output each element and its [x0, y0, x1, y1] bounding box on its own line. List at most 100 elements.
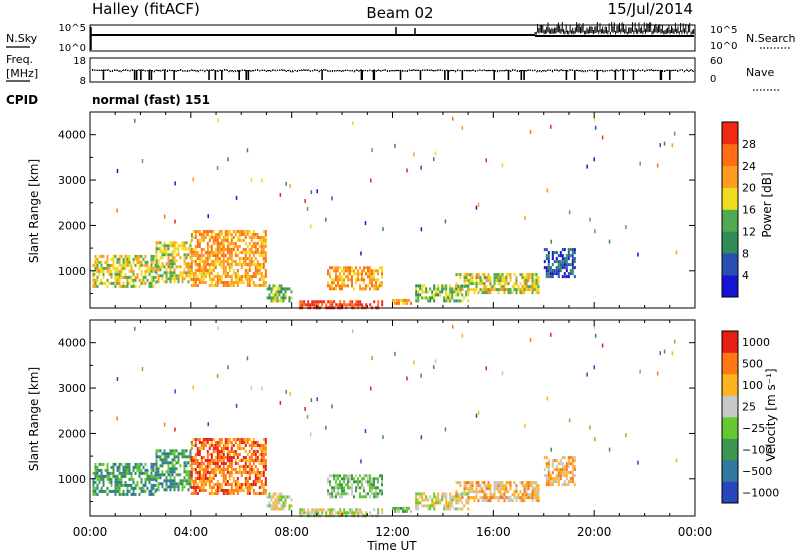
vel-data-cell [234, 489, 237, 492]
freq-point [103, 69, 105, 71]
vel-data-cell [214, 471, 217, 474]
vel-data-cell [461, 492, 464, 496]
power-data-cell [134, 275, 137, 279]
power-data-cell [531, 291, 534, 295]
power-data-cell [367, 275, 369, 279]
freq-point [503, 70, 505, 72]
vel-data-cell [282, 504, 285, 508]
power-data-cell [183, 256, 186, 260]
freq-point [406, 70, 408, 72]
vel-data-cell [242, 459, 245, 462]
power-data-cell [535, 276, 538, 280]
vel-data-cell [236, 438, 239, 441]
power-data-cell [92, 269, 95, 273]
vel-data-cell [208, 453, 211, 456]
vel-data-cell [224, 489, 227, 492]
power-data-cell [183, 262, 186, 266]
vel-data-cell [555, 477, 558, 481]
power-data-cell [177, 247, 180, 251]
power-data-cell [118, 254, 121, 258]
power-data-cell [94, 281, 97, 285]
power-data-cell [175, 247, 178, 251]
vel-data-cell [110, 483, 113, 487]
power-data-cell [190, 248, 193, 251]
power-data-cell [254, 257, 257, 260]
power-data-cell [132, 284, 135, 288]
vel-data-cell [181, 455, 184, 459]
vel-data-cell [183, 452, 186, 456]
power-data-cell [485, 291, 488, 295]
power-data-cell [483, 273, 486, 277]
power-data-cell [559, 269, 562, 273]
power-data-cell [171, 253, 174, 257]
freq-point [263, 69, 265, 71]
vel-data-cell [246, 459, 249, 462]
vel-data-cell [108, 489, 111, 493]
power-data-cell [398, 298, 400, 302]
vel-data-cell [208, 447, 211, 450]
power-data-cell [260, 272, 263, 275]
power-data-cell [190, 284, 193, 287]
power-data-cell [465, 293, 468, 297]
vel-data-cell [244, 468, 247, 471]
power-data-cell [236, 272, 239, 275]
freq-point [109, 70, 111, 73]
vel-data-cell [120, 492, 123, 496]
vel-data-cell [187, 455, 190, 459]
vel-data-cell [114, 462, 117, 466]
power-echo-cell [360, 251, 362, 256]
power-data-cell [240, 251, 243, 254]
power-data-cell [246, 245, 249, 248]
power-data-cell [252, 236, 255, 239]
vel-data-cell [509, 499, 512, 503]
power-data-cell [347, 278, 349, 282]
vel-data-cell [262, 486, 265, 489]
vel-data-cell [463, 487, 466, 491]
vel-data-cell [359, 474, 361, 478]
power-data-cell [234, 272, 237, 275]
vel-data-cell [260, 447, 263, 450]
power-data-cell [501, 285, 504, 289]
power-data-cell [543, 248, 546, 252]
power-data-cell [415, 293, 418, 297]
vel-data-cell [250, 468, 253, 471]
vel-data-cell [527, 487, 530, 491]
power-data-cell [208, 251, 211, 254]
power-data-cell [555, 257, 558, 261]
vel-data-cell [327, 477, 329, 481]
power-data-cell [467, 282, 470, 286]
vel-data-cell [345, 474, 347, 478]
vel-data-cell [222, 468, 225, 471]
power-data-cell [569, 263, 572, 267]
vel-data-cell [473, 499, 476, 503]
freq-point [393, 70, 395, 72]
vel-echo-cell [546, 396, 549, 401]
vel-data-cell [220, 450, 223, 453]
vel-data-cell [242, 438, 245, 441]
power-data-cell [100, 281, 103, 285]
power-data-cell [301, 300, 304, 304]
vel-data-cell [439, 498, 442, 502]
vel-data-cell [100, 471, 103, 475]
power-data-cell [198, 230, 201, 233]
power-data-cell [112, 254, 115, 258]
vel-data-cell [278, 492, 281, 496]
power-data-cell [212, 239, 215, 242]
power-data-cell [461, 288, 464, 292]
power-data-cell [110, 275, 113, 279]
vel-data-cell [167, 455, 170, 459]
vel-data-cell [198, 477, 201, 480]
power-data-cell [208, 284, 211, 287]
power-data-cell [254, 275, 257, 278]
power-data-cell [262, 260, 265, 263]
power-echo-cell [141, 159, 144, 163]
power-data-cell [210, 254, 213, 257]
power-data-cell [262, 278, 265, 281]
vel-data-cell [355, 511, 358, 515]
vel-data-cell [224, 492, 227, 495]
power-data-cell [106, 266, 109, 270]
power-data-cell [523, 276, 526, 280]
power-data-cell [537, 291, 540, 295]
power-data-cell [144, 269, 147, 273]
power-data-cell [126, 260, 129, 264]
